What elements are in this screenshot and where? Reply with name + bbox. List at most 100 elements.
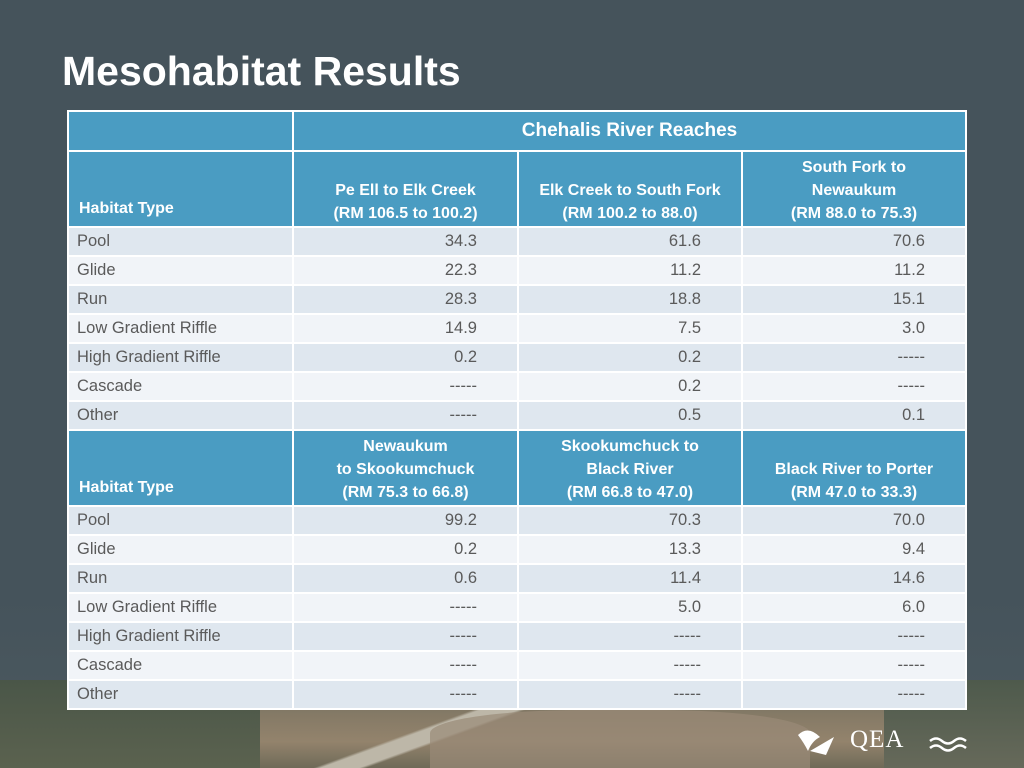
column-header: Elk Creek to South Fork (RM 100.2 to 88.…	[517, 150, 743, 228]
habitat-label: Glide	[67, 255, 294, 286]
value-cell: 0.2	[292, 342, 519, 373]
habitat-label: Run	[67, 284, 294, 315]
column-header-name: to Skookumchuck	[336, 461, 475, 478]
column-header: Skookumchuck to Black River (RM 66.8 to …	[517, 429, 743, 507]
value-cell: 61.6	[517, 226, 743, 257]
mesohabitat-table: Chehalis River Reaches Habitat Type Pe E…	[67, 110, 967, 710]
value-cell: 11.4	[517, 563, 743, 594]
value-cell: -----	[517, 679, 743, 710]
table-row: High Gradient Riffle ----- ----- -----	[67, 621, 967, 652]
column-header-name: Black River	[586, 461, 674, 478]
habitat-type-header: Habitat Type	[67, 150, 294, 228]
value-cell: -----	[292, 679, 519, 710]
value-cell: 7.5	[517, 313, 743, 344]
habitat-label: Cascade	[67, 650, 294, 681]
value-cell: 14.9	[292, 313, 519, 344]
value-cell: 15.1	[741, 284, 967, 315]
column-header-range: (RM 66.8 to 47.0)	[566, 484, 694, 501]
habitat-label: High Gradient Riffle	[67, 621, 294, 652]
table-row: Cascade ----- 0.2 -----	[67, 371, 967, 402]
value-cell: -----	[292, 621, 519, 652]
value-cell: -----	[741, 371, 967, 402]
value-cell: 70.6	[741, 226, 967, 257]
table-row: High Gradient Riffle 0.2 0.2 -----	[67, 342, 967, 373]
value-cell: 0.2	[292, 534, 519, 565]
column-header: South Fork to Newaukum (RM 88.0 to 75.3)	[741, 150, 967, 228]
habitat-label: Low Gradient Riffle	[67, 313, 294, 344]
value-cell: 18.8	[517, 284, 743, 315]
column-header-name: Newaukum	[363, 438, 448, 455]
habitat-label: Pool	[67, 505, 294, 536]
column-header-name: Newaukum	[811, 182, 897, 199]
habitat-label: Low Gradient Riffle	[67, 592, 294, 623]
table-row: Pool 34.3 61.6 70.6	[67, 226, 967, 257]
empty-corner-cell	[67, 110, 294, 152]
table-row: Pool 99.2 70.3 70.0	[67, 505, 967, 536]
column-header-range: (RM 106.5 to 100.2)	[333, 205, 478, 222]
column-header: Black River to Porter (RM 47.0 to 33.3)	[741, 429, 967, 507]
value-cell: 0.2	[517, 371, 743, 402]
value-cell: 0.1	[741, 400, 967, 431]
section1-header-row: Habitat Type Pe Ell to Elk Creek (RM 106…	[67, 150, 967, 228]
value-cell: 70.3	[517, 505, 743, 536]
value-cell: -----	[292, 650, 519, 681]
value-cell: -----	[517, 621, 743, 652]
column-header: Pe Ell to Elk Creek (RM 106.5 to 100.2)	[292, 150, 519, 228]
value-cell: 9.4	[741, 534, 967, 565]
chehalis-river-reaches-header: Chehalis River Reaches	[292, 110, 967, 152]
group-header-row: Chehalis River Reaches	[67, 110, 967, 152]
value-cell: -----	[292, 400, 519, 431]
habitat-label: High Gradient Riffle	[67, 342, 294, 373]
habitat-label: Pool	[67, 226, 294, 257]
column-header-range: (RM 75.3 to 66.8)	[342, 484, 469, 501]
value-cell: -----	[292, 592, 519, 623]
value-cell: -----	[741, 342, 967, 373]
column-header-name: Skookumchuck to	[561, 438, 699, 455]
value-cell: -----	[517, 650, 743, 681]
value-cell: 0.2	[517, 342, 743, 373]
value-cell: 22.3	[292, 255, 519, 286]
column-header-name: South Fork to	[802, 159, 906, 176]
value-cell: 6.0	[741, 592, 967, 623]
table-row: Low Gradient Riffle ----- 5.0 6.0	[67, 592, 967, 623]
habitat-label: Glide	[67, 534, 294, 565]
column-header-range: (RM 88.0 to 75.3)	[790, 205, 918, 222]
habitat-type-header: Habitat Type	[67, 429, 294, 507]
value-cell: 99.2	[292, 505, 519, 536]
habitat-label: Cascade	[67, 371, 294, 402]
value-cell: 3.0	[741, 313, 967, 344]
value-cell: 11.2	[741, 255, 967, 286]
value-cell: -----	[741, 650, 967, 681]
qea-logo-icon	[798, 730, 967, 755]
value-cell: 28.3	[292, 284, 519, 315]
table-row: Other ----- 0.5 0.1	[67, 400, 967, 431]
table-row: Run 28.3 18.8 15.1	[67, 284, 967, 315]
column-header-name: Pe Ell to Elk Creek	[335, 182, 476, 199]
column-header-name: Black River to Porter	[774, 461, 934, 478]
value-cell: 70.0	[741, 505, 967, 536]
value-cell: 14.6	[741, 563, 967, 594]
value-cell: 0.5	[517, 400, 743, 431]
value-cell: -----	[292, 371, 519, 402]
value-cell: 34.3	[292, 226, 519, 257]
value-cell: 13.3	[517, 534, 743, 565]
table-row: Low Gradient Riffle 14.9 7.5 3.0	[67, 313, 967, 344]
table-row: Run 0.6 11.4 14.6	[67, 563, 967, 594]
value-cell: 5.0	[517, 592, 743, 623]
slide-title: Mesohabitat Results	[62, 48, 461, 94]
table-row: Cascade ----- ----- -----	[67, 650, 967, 681]
column-header-name: Elk Creek to South Fork	[539, 182, 721, 199]
value-cell: -----	[741, 679, 967, 710]
value-cell: 0.6	[292, 563, 519, 594]
value-cell: 11.2	[517, 255, 743, 286]
habitat-label: Run	[67, 563, 294, 594]
column-header-range: (RM 47.0 to 33.3)	[790, 484, 918, 501]
section2-header-row: Habitat Type Newaukum to Skookumchuck (R…	[67, 429, 967, 507]
habitat-label: Other	[67, 400, 294, 431]
table-row: Other ----- ----- -----	[67, 679, 967, 710]
value-cell: -----	[741, 621, 967, 652]
habitat-label: Other	[67, 679, 294, 710]
table-row: Glide 22.3 11.2 11.2	[67, 255, 967, 286]
table-row: Glide 0.2 13.3 9.4	[67, 534, 967, 565]
column-header-range: (RM 100.2 to 88.0)	[562, 205, 698, 222]
